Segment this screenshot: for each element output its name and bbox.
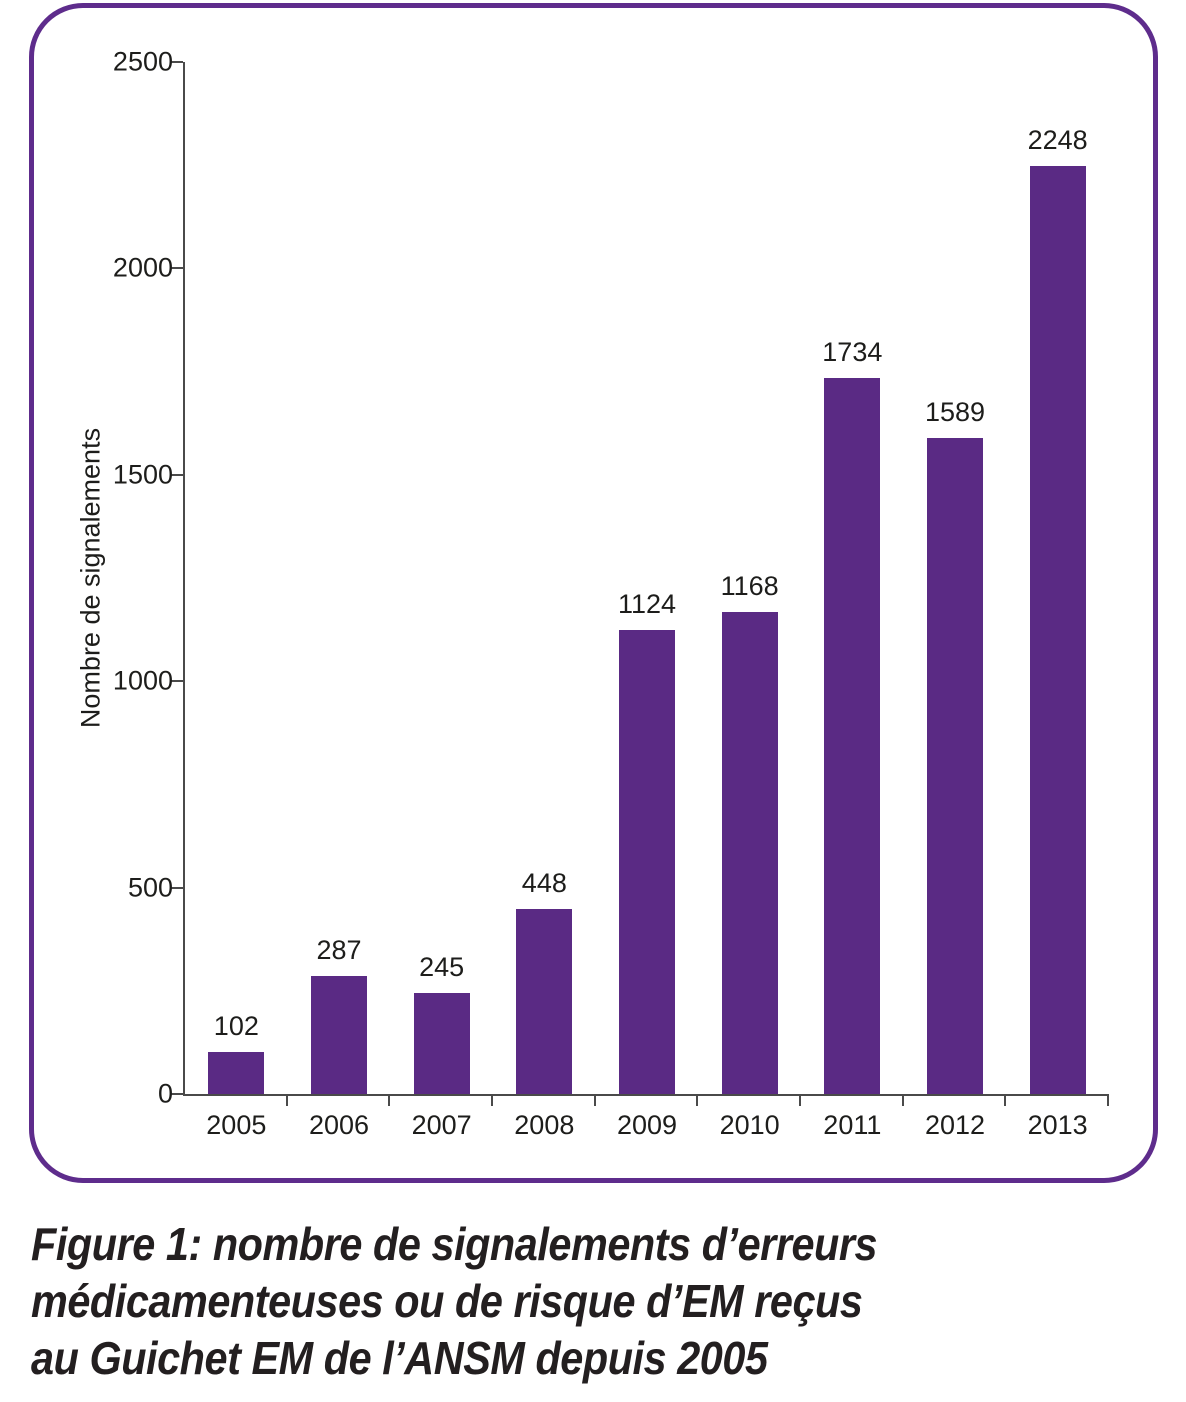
x-category-label: 2006 (308, 1110, 370, 1140)
x-axis-tick (799, 1096, 801, 1106)
caption-line-3: au Guichet EM de l’ANSM depuis 2005 (31, 1332, 768, 1384)
bar-value-label: 1734 (822, 337, 883, 368)
bar: 448 (516, 868, 573, 1094)
bar-value-label: 1168 (720, 570, 779, 601)
caption-line-2: médicamenteuses ou de risque d’EM reçus (31, 1275, 863, 1327)
y-tick-label: 2500 (112, 46, 173, 77)
y-axis-tick (171, 473, 183, 476)
y-axis-tick (171, 61, 183, 63)
bar-value-label: 287 (316, 934, 362, 965)
y-axis-tick (171, 1093, 183, 1095)
y-axis-title: Nombre de signalements (75, 427, 106, 729)
x-axis-tick (696, 1096, 699, 1106)
y-tick-label: 0 (157, 1078, 173, 1109)
bar-value-label: 2248 (1027, 125, 1088, 156)
x-axis-tick (285, 1096, 288, 1106)
y-tick-label: 1500 (112, 459, 173, 490)
y-tick-label: 2000 (112, 252, 173, 283)
x-axis-line (183, 1094, 1109, 1096)
bar-value-label: 245 (419, 951, 465, 982)
x-axis-tick (1107, 1096, 1109, 1106)
bar: 1168 (721, 571, 779, 1094)
figure-panel: Nombre de signalements 0 500 1000 1500 2000 2… (29, 3, 1158, 1183)
y-axis-tick (171, 680, 183, 683)
x-category-label: 2007 (411, 1110, 472, 1140)
figure-caption: Figure 1: nombre de signalements d’erreu… (31, 1216, 1057, 1387)
bar: 2248 (1028, 125, 1088, 1094)
bar-value-label: 102 (213, 1010, 259, 1041)
bar: 1589 (925, 397, 985, 1094)
x-category-label: 2011 (823, 1110, 882, 1140)
bar-value-label: 448 (521, 868, 567, 899)
x-category-label: 2013 (1027, 1110, 1088, 1140)
plot-area: 0 500 1000 1500 2000 2500 102 2005 287 2006 245 200… (113, 47, 1109, 1140)
x-category-label: 2012 (924, 1110, 986, 1140)
bar: 1734 (822, 337, 882, 1094)
x-axis-tick (491, 1096, 493, 1106)
x-axis-tick (901, 1096, 904, 1106)
y-axis-tick (171, 267, 183, 270)
bar: 287 (311, 935, 367, 1094)
bar: 1124 (618, 589, 676, 1094)
x-category-label: 2008 (514, 1110, 575, 1140)
bar-value-label: 1589 (924, 397, 986, 428)
y-axis-tick (171, 886, 183, 889)
x-axis-tick (593, 1096, 596, 1106)
x-category-label: 2009 (616, 1110, 678, 1140)
x-axis-tick (388, 1096, 391, 1106)
bar: 102 (208, 1011, 265, 1094)
x-axis-tick (1004, 1096, 1007, 1106)
y-tick-label: 1000 (112, 665, 173, 696)
bar: 245 (413, 952, 470, 1094)
y-tick-label: 500 (127, 872, 173, 903)
x-category-label: 2010 (719, 1110, 780, 1140)
caption-line-1: Figure 1: nombre de signalements d’erreu… (31, 1218, 878, 1270)
bar-value-label: 1124 (617, 589, 677, 620)
y-axis-line (183, 62, 185, 1096)
x-category-label: 2005 (206, 1110, 267, 1140)
